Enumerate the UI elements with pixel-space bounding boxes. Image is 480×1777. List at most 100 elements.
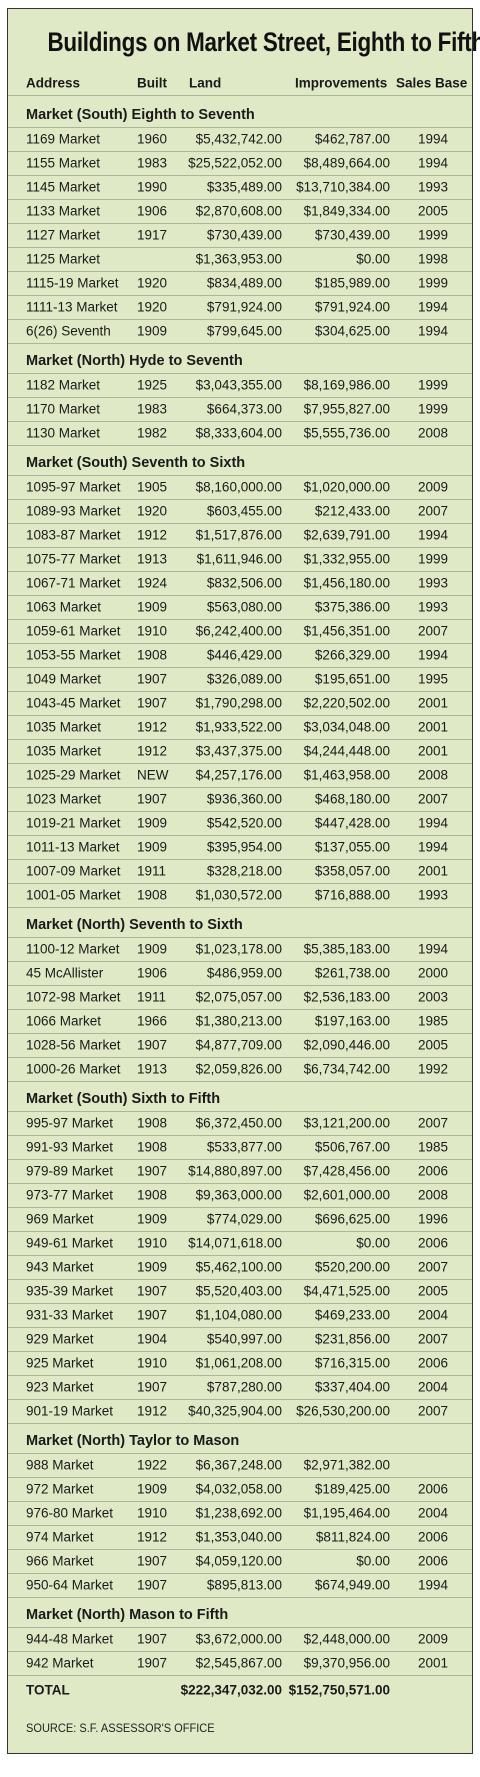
table-cell: 1909 bbox=[137, 941, 168, 957]
section-title: Market (North) Mason to Fifth bbox=[26, 1607, 229, 1623]
table-cell: 901-19 Market bbox=[26, 1403, 114, 1419]
table-cell: 1908 bbox=[137, 1139, 168, 1155]
table-cell: $696,625.00 bbox=[314, 1211, 390, 1227]
table-cell: 2007 bbox=[417, 623, 449, 639]
table-cell: 2008 bbox=[417, 767, 449, 783]
table-cell: $0.00 bbox=[356, 1553, 390, 1569]
table-cell: 1907 bbox=[137, 1553, 168, 1569]
table-cell: $5,462,100.00 bbox=[195, 1259, 282, 1275]
table-cell: $326,089.00 bbox=[206, 671, 282, 687]
table-cell: 1906 bbox=[137, 203, 168, 219]
table-cell: 929 Market bbox=[26, 1331, 94, 1347]
table-cell: $8,333,604.00 bbox=[195, 425, 282, 441]
table-cell: $5,385,183.00 bbox=[303, 941, 390, 957]
table-cell: $716,888.00 bbox=[314, 887, 390, 903]
table-cell: $1,363,953.00 bbox=[195, 251, 282, 267]
table-cell: $185,989.00 bbox=[314, 275, 390, 291]
table-cell: 1169 Market bbox=[26, 131, 101, 147]
table-cell: $533,877.00 bbox=[206, 1139, 282, 1155]
table-cell: 1906 bbox=[137, 965, 168, 981]
table-cell: $3,121,200.00 bbox=[303, 1115, 390, 1131]
table-cell: 1083-87 Market bbox=[26, 527, 121, 543]
table-cell: $787,280.00 bbox=[206, 1379, 282, 1395]
table-cell: $328,218.00 bbox=[206, 863, 282, 879]
table-cell: 1994 bbox=[417, 1577, 449, 1593]
table-cell: $446,429.00 bbox=[206, 647, 282, 663]
table-cell: 976-80 Market bbox=[26, 1505, 114, 1521]
table-cell: 2007 bbox=[417, 1115, 449, 1131]
table-cell: 1996 bbox=[417, 1211, 449, 1227]
title: Buildings on Market Street, Eighth to Fi… bbox=[47, 27, 480, 57]
table-cell: 2007 bbox=[417, 1403, 449, 1419]
table-cell: 1067-71 Market bbox=[26, 575, 121, 591]
table-row: 979-89 Market 1907 $14,880,897.00 $7,428,45… bbox=[8, 1159, 472, 1184]
table-cell: $1,456,180.00 bbox=[303, 575, 390, 591]
table-row: 1043-45 Market 1907 $1,790,298.00 $2,220,50… bbox=[8, 691, 472, 716]
table-cell: 1910 bbox=[137, 1235, 168, 1251]
table-row: 1025-29 Market NEW $4,257,176.00 $1,463,958… bbox=[8, 763, 472, 788]
table-cell: $13,710,384.00 bbox=[296, 179, 390, 195]
table-cell: 1960 bbox=[137, 131, 168, 147]
table-cell: 1994 bbox=[417, 647, 449, 663]
table-cell: $5,520,403.00 bbox=[195, 1283, 282, 1299]
table-cell: $834,489.00 bbox=[206, 275, 282, 291]
table-cell: 2006 bbox=[417, 1481, 449, 1497]
table-cell: 1999 bbox=[417, 275, 449, 291]
table-cell: 988 Market bbox=[26, 1457, 94, 1473]
table-cell: 1995 bbox=[417, 671, 449, 687]
section-header: Market (South) Eighth to Seventh bbox=[8, 97, 472, 128]
table-cell: 2006 bbox=[417, 1235, 449, 1251]
table-cell: 995-97 Market bbox=[26, 1115, 114, 1131]
table-cell: 2001 bbox=[417, 695, 449, 711]
table-cell: 935-39 Market bbox=[26, 1283, 114, 1299]
table-cell: 1063 Market bbox=[26, 599, 102, 615]
table-cell: 2007 bbox=[417, 791, 449, 807]
table-cell: $4,877,709.00 bbox=[195, 1037, 282, 1053]
table-cell: 1905 bbox=[137, 479, 168, 495]
table-cell: $1,195,464.00 bbox=[303, 1505, 390, 1521]
table-row: 1053-55 Market 1908 $446,429.00 $266,329.00… bbox=[8, 643, 472, 668]
table-cell: 1011-13 Market bbox=[26, 839, 120, 855]
table-cell: 2004 bbox=[417, 1505, 449, 1521]
table-row: 1083-87 Market 1912 $1,517,876.00 $2,639,79… bbox=[8, 523, 472, 548]
table-cell: 1913 bbox=[137, 551, 168, 567]
table-cell: 2006 bbox=[417, 1553, 449, 1569]
table-cell: 2008 bbox=[417, 1187, 449, 1203]
table-row: 973-77 Market 1908 $9,363,000.00 $2,601,000… bbox=[8, 1183, 472, 1208]
table-row: 1089-93 Market 1920 $603,455.00 $212,433.00… bbox=[8, 499, 472, 524]
table-cell: $6,734,742.00 bbox=[303, 1061, 390, 1077]
table-cell: $197,163.00 bbox=[314, 1013, 390, 1029]
table-cell: 1982 bbox=[137, 425, 168, 441]
table-cell: 2008 bbox=[417, 425, 449, 441]
table-cell: $563,080.00 bbox=[206, 599, 282, 615]
table-row: 1063 Market 1909 $563,080.00 $375,386.00 199… bbox=[8, 595, 472, 620]
section-title: Market (North) Hyde to Seventh bbox=[26, 353, 243, 369]
table-row: 923 Market 1907 $787,280.00 $337,404.00 2004 bbox=[8, 1375, 472, 1400]
table-row: 1001-05 Market 1908 $1,030,572.00 $716,888.… bbox=[8, 883, 472, 908]
table-cell: $799,645.00 bbox=[206, 323, 282, 339]
table-cell: 1993 bbox=[417, 599, 449, 615]
table-cell: 1994 bbox=[417, 155, 449, 171]
table-cell: $1,353,040.00 bbox=[195, 1529, 282, 1545]
table-cell: $8,169,986.00 bbox=[303, 377, 390, 393]
table-row: 1072-98 Market 1911 $2,075,057.00 $2,536,18… bbox=[8, 985, 472, 1010]
table-cell: $1,380,213.00 bbox=[195, 1013, 282, 1029]
table-cell: 991-93 Market bbox=[26, 1139, 114, 1155]
table-cell: $506,767.00 bbox=[314, 1139, 390, 1155]
table-cell: 1999 bbox=[417, 227, 449, 243]
table-cell: 1910 bbox=[137, 623, 168, 639]
table-row: 45 McAllister 1906 $486,959.00 $261,738.00 2… bbox=[8, 961, 472, 986]
table-cell: 1100-12 Market bbox=[26, 941, 120, 957]
table-cell: $8,489,664.00 bbox=[303, 155, 390, 171]
table-cell: 1155 Market bbox=[26, 155, 101, 171]
table-cell: 2009 bbox=[417, 1631, 449, 1647]
table-cell: $14,880,897.00 bbox=[188, 1163, 282, 1179]
table-cell: 1145 Market bbox=[26, 179, 101, 195]
panel: Buildings on Market Street, Eighth to Fi… bbox=[7, 8, 480, 1754]
table-cell: 1908 bbox=[137, 1187, 168, 1203]
table-row: 1059-61 Market 1910 $6,242,400.00 $1,456,35… bbox=[8, 619, 472, 644]
table-cell: 1994 bbox=[417, 839, 449, 855]
table-cell: 1035 Market bbox=[26, 743, 102, 759]
table-cell: $730,439.00 bbox=[314, 227, 390, 243]
table-cell: 1066 Market bbox=[26, 1013, 102, 1029]
